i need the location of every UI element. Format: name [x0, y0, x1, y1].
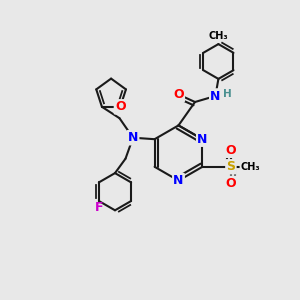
- Text: N: N: [128, 131, 138, 144]
- Text: N: N: [210, 89, 220, 103]
- Text: CH₃: CH₃: [208, 31, 228, 41]
- Text: CH₃: CH₃: [241, 162, 260, 172]
- Text: N: N: [173, 174, 184, 187]
- Text: O: O: [226, 177, 236, 190]
- Text: O: O: [115, 100, 126, 113]
- Text: S: S: [226, 160, 236, 173]
- Text: N: N: [197, 133, 208, 146]
- Text: H: H: [223, 88, 232, 99]
- Text: O: O: [173, 88, 184, 101]
- Text: F: F: [94, 201, 103, 214]
- Text: O: O: [226, 144, 236, 157]
